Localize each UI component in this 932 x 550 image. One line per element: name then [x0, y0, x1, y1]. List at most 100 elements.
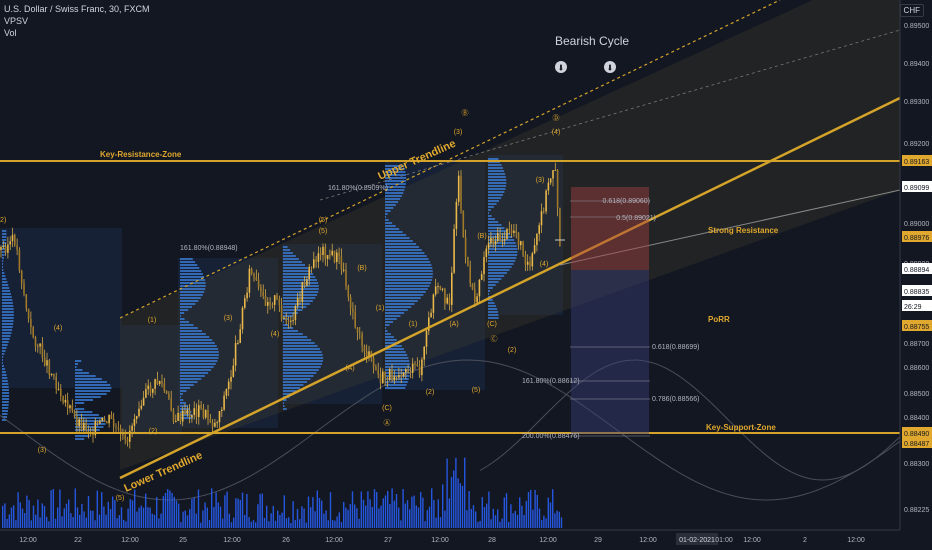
- volume-profile-bar: [75, 405, 76, 407]
- volume-profile-bar: [283, 393, 293, 395]
- volume-profile-bar: [385, 225, 396, 227]
- volume-bar: [354, 504, 356, 528]
- volume-bar: [457, 478, 459, 528]
- volume-profile-bar: [385, 351, 406, 353]
- volume-profile-bar: [75, 366, 77, 368]
- volume-bar: [420, 492, 422, 528]
- candle: [492, 237, 494, 245]
- candle: [4, 246, 7, 253]
- volume-bar: [87, 495, 90, 528]
- candle: [135, 416, 138, 420]
- volume-profile-bar: [283, 375, 314, 377]
- volume-profile-bar: [75, 372, 89, 374]
- candle: [400, 375, 402, 377]
- wave-label: (2): [426, 389, 435, 396]
- volume-bar: [508, 521, 510, 528]
- wave-label: Ⓒ: [491, 335, 498, 343]
- volume-profile-bar: [75, 399, 94, 401]
- volume-profile-bar: [2, 314, 14, 316]
- volume-profile-bar: [180, 399, 184, 401]
- volume-profile-bar: [385, 180, 407, 182]
- volume-profile-bar: [180, 360, 218, 362]
- volume-bar: [503, 497, 505, 528]
- volume-profile-bar: [283, 324, 288, 326]
- volume-profile-bar: [180, 375, 205, 377]
- candle: [168, 393, 170, 399]
- candle: [94, 421, 97, 436]
- volume-bar: [257, 504, 259, 528]
- volume-bar: [195, 513, 197, 528]
- candle: [198, 405, 200, 418]
- candle: [377, 370, 379, 375]
- volume-profile-bar: [2, 401, 9, 403]
- volume-bar: [332, 520, 334, 528]
- volume-bar: [404, 503, 406, 528]
- volume-profile-bar: [385, 372, 410, 374]
- volume-profile-bar: [283, 357, 324, 359]
- volume-bar: [356, 508, 358, 528]
- volume-profile-bar: [283, 267, 308, 269]
- volume-profile-bar: [488, 209, 491, 211]
- candle: [188, 409, 191, 418]
- volume-bar: [422, 497, 424, 528]
- time-tick: 25: [179, 537, 187, 544]
- candle: [216, 422, 218, 424]
- wave-label: (3): [224, 315, 233, 322]
- candle: [260, 287, 262, 292]
- volume-profile-bar: [385, 315, 401, 317]
- volume-profile-bar: [385, 294, 424, 296]
- volume-profile-bar: [283, 372, 317, 374]
- volume-bar: [369, 499, 371, 528]
- volume-profile-bar: [180, 354, 219, 356]
- volume-bar: [81, 503, 83, 528]
- volume-profile-bar: [385, 321, 394, 323]
- volume-profile-bar: [2, 251, 6, 253]
- volume-profile-bar: [488, 242, 516, 244]
- volume-profile-bar: [2, 416, 8, 418]
- volume-profile-bar: [75, 387, 112, 389]
- volume-profile-bar: [283, 303, 310, 305]
- volume-profile-bar: [488, 299, 493, 301]
- price-tick: 0.88400: [904, 415, 929, 422]
- price-label-box: [902, 231, 932, 242]
- wave-label: (1): [376, 305, 385, 312]
- candle: [152, 388, 154, 393]
- volume-bar: [263, 517, 266, 528]
- volume-profile-bar: [2, 410, 8, 412]
- candle: [50, 373, 53, 375]
- volume-bar: [101, 492, 103, 528]
- volume-profile-bar: [385, 375, 410, 377]
- volume-profile-bar: [488, 275, 505, 277]
- volume-profile-bar: [385, 330, 388, 332]
- volume-bar: [76, 507, 79, 528]
- volume-profile-bar: [488, 206, 494, 208]
- volume-profile-bar: [488, 311, 498, 313]
- indicator-vpsv[interactable]: VPSV: [4, 16, 29, 26]
- volume-profile-bar: [2, 245, 6, 247]
- candle: [303, 282, 306, 286]
- candle: [25, 294, 28, 309]
- volume-profile-bar: [283, 282, 319, 284]
- volume-profile-bar: [2, 290, 11, 292]
- volume-bar: [547, 497, 549, 528]
- candle: [96, 421, 99, 424]
- indicator-vol[interactable]: Vol: [4, 28, 17, 38]
- cycle-wave-lower: [0, 359, 901, 501]
- candle: [510, 229, 513, 233]
- volume-profile-bar: [180, 315, 181, 317]
- volume-bar: [57, 507, 59, 528]
- candle: [57, 388, 60, 390]
- candle: [119, 427, 122, 434]
- volume-profile-bar: [180, 336, 210, 338]
- volume-profile-bar: [385, 348, 404, 350]
- candle: [444, 288, 446, 304]
- volume-profile-bar: [488, 260, 516, 262]
- candle: [363, 346, 366, 352]
- candle: [193, 408, 195, 416]
- fib-label: 161.80%(0.8909%): [328, 185, 388, 192]
- volume-profile-bar: [488, 164, 502, 166]
- volume-profile-bar: [2, 380, 8, 382]
- candle: [460, 175, 462, 211]
- candle: [437, 286, 439, 288]
